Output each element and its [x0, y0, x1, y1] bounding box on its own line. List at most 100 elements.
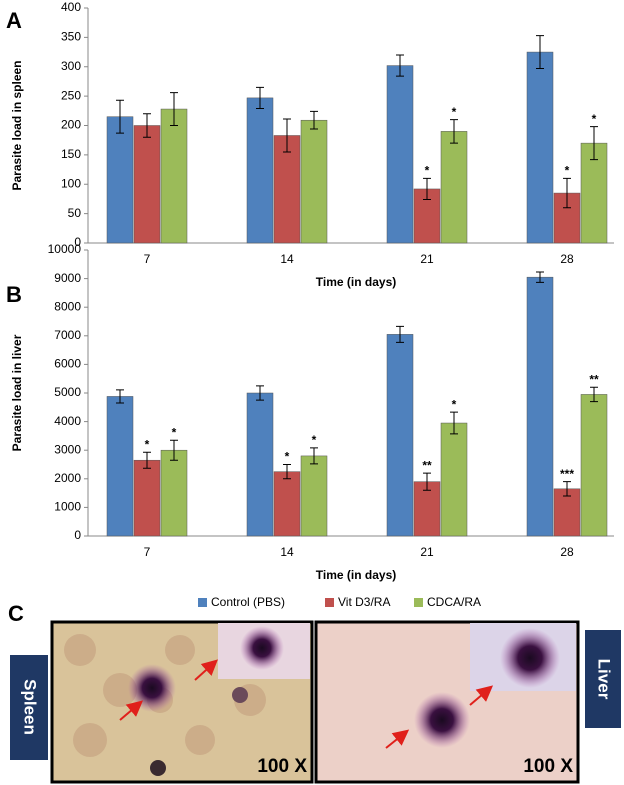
panel-label: B [6, 282, 22, 307]
x-tick-label: 14 [280, 545, 294, 559]
significance: * [565, 164, 570, 178]
error-bar [170, 439, 178, 461]
legend-swatch [198, 598, 207, 607]
y-axis-title: Parasite load in liver [10, 334, 24, 451]
error-bar [396, 54, 404, 77]
bar [526, 276, 554, 537]
x-tick-label: 28 [560, 252, 574, 266]
y-tick-label: 3000 [54, 442, 81, 456]
significance: * [172, 425, 177, 439]
bar [273, 471, 301, 537]
tissue-label: Liver [595, 659, 614, 700]
error-bar [170, 92, 178, 126]
bar [160, 449, 188, 537]
error-bar [450, 119, 458, 144]
error-bar [143, 451, 151, 469]
error-bar [423, 177, 431, 201]
magnification: 100 X [257, 756, 307, 777]
y-axis-title: Parasite load in spleen [10, 60, 24, 190]
legend-swatch [414, 598, 423, 607]
error-bar [256, 86, 264, 109]
legend-label: Control (PBS) [211, 595, 285, 609]
error-bar [396, 325, 404, 343]
bar [440, 131, 468, 244]
panel-label: A [6, 8, 22, 33]
y-tick-label: 8000 [54, 299, 81, 313]
legend-label: CDCA/RA [427, 595, 481, 609]
bar [386, 65, 414, 244]
y-tick-label: 400 [61, 0, 81, 14]
spleen-tag [10, 655, 48, 760]
y-tick-label: 2000 [54, 471, 81, 485]
bar [106, 116, 134, 244]
significance: * [312, 433, 317, 447]
error-bar [590, 386, 598, 403]
panel-c: C Spleen Liver 100 X 100 X [8, 601, 621, 784]
error-bar [283, 464, 291, 480]
error-bar [283, 118, 291, 153]
bar [160, 108, 188, 244]
significance: ** [422, 458, 432, 472]
significance: * [452, 105, 457, 119]
error-bar [116, 389, 124, 404]
bar [133, 459, 161, 537]
significance: *** [560, 467, 574, 481]
significance: * [452, 397, 457, 411]
error-bar [536, 271, 544, 283]
error-bar [310, 110, 318, 130]
y-tick-label: 150 [61, 147, 81, 161]
y-tick-label: 0 [74, 235, 81, 249]
liver-tag [585, 630, 621, 728]
error-bar [310, 447, 318, 465]
x-tick-label: 21 [420, 545, 434, 559]
bar [440, 422, 468, 537]
error-bar [256, 385, 264, 401]
bar [246, 97, 274, 244]
bar [246, 392, 274, 537]
bar [273, 135, 301, 244]
x-axis-title: Time (in days) [316, 568, 396, 582]
x-tick-label: 21 [420, 252, 434, 266]
significance: * [592, 112, 597, 126]
bar [386, 334, 414, 537]
panel-label: C [8, 601, 24, 626]
error-bar [450, 411, 458, 435]
y-tick-label: 200 [61, 118, 81, 132]
y-tick-label: 100 [61, 176, 81, 190]
tissue-label: Spleen [21, 679, 40, 735]
error-bar [536, 35, 544, 70]
y-tick-label: 350 [61, 30, 81, 44]
bar [133, 125, 161, 244]
y-tick-label: 6000 [54, 357, 81, 371]
y-tick-label: 1000 [54, 500, 81, 514]
y-tick-label: 4000 [54, 414, 81, 428]
magnification: 100 X [523, 756, 573, 777]
x-tick-label: 7 [144, 252, 151, 266]
bar [300, 455, 328, 537]
error-bar [116, 99, 124, 134]
error-bar [423, 472, 431, 491]
significance: ** [589, 372, 599, 386]
x-tick-label: 7 [144, 545, 151, 559]
error-bar [143, 113, 151, 138]
y-tick-label: 0 [74, 528, 81, 542]
significance: * [425, 164, 430, 178]
error-bar [563, 481, 571, 497]
legend-swatch [325, 598, 334, 607]
error-bar [590, 126, 598, 161]
legend-label: Vit D3/RA [338, 595, 390, 609]
significance: * [145, 437, 150, 451]
significance: * [285, 450, 290, 464]
error-bar [563, 177, 571, 209]
bar [300, 119, 328, 244]
y-tick-label: 10000 [48, 242, 82, 256]
y-tick-label: 9000 [54, 271, 81, 285]
bar [580, 394, 608, 537]
y-tick-label: 300 [61, 59, 81, 73]
y-tick-label: 250 [61, 88, 81, 102]
x-axis-title: Time (in days) [316, 275, 396, 289]
x-tick-label: 14 [280, 252, 294, 266]
bar [106, 396, 134, 537]
bar [526, 51, 554, 244]
